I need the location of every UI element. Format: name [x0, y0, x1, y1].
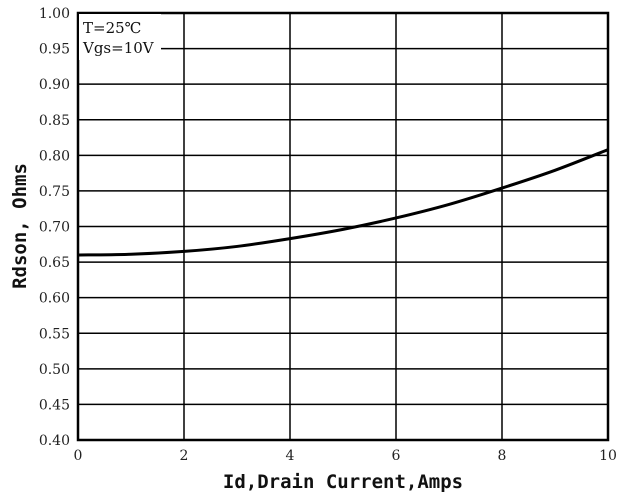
y-tick-label: 0.75 [39, 184, 70, 200]
annotation-temperature: T=25℃ [83, 19, 141, 37]
y-tick-label: 0.55 [39, 326, 70, 342]
y-tick-label: 0.45 [39, 397, 70, 413]
x-tick-label: 0 [74, 448, 83, 464]
x-tick-label: 10 [599, 448, 617, 464]
x-axis-title: Id,Drain Current,Amps [223, 471, 463, 493]
y-tick-label: 0.65 [39, 255, 70, 271]
y-tick-label: 0.90 [39, 77, 70, 93]
y-tick-labels: 1.00 0.95 0.90 0.85 0.80 0.75 0.70 0.65 0.60 0.55… [39, 6, 70, 449]
y-tick-label: 0.40 [39, 433, 70, 449]
y-tick-label: 0.50 [39, 362, 70, 378]
y-tick-label: 0.60 [39, 291, 70, 307]
x-tick-label: 2 [180, 448, 189, 464]
annotation-box: T=25℃ Vgs=10V [79, 14, 161, 60]
x-tick-label: 8 [498, 448, 507, 464]
annotation-vgs: Vgs=10V [82, 39, 155, 57]
y-axis-title: Rdson, Ohms [9, 163, 31, 289]
x-tick-label: 6 [392, 448, 401, 464]
y-tick-label: 0.70 [39, 220, 70, 236]
x-tick-label: 4 [286, 448, 295, 464]
y-tick-label: 1.00 [39, 6, 70, 22]
x-tick-labels: 0 2 4 6 8 10 [74, 448, 617, 464]
series-line [77, 148, 609, 257]
plot-frame [76, 11, 610, 442]
y-tick-label: 0.80 [39, 148, 70, 164]
y-tick-label: 0.95 [39, 42, 70, 58]
y-tick-label: 0.85 [39, 113, 70, 129]
